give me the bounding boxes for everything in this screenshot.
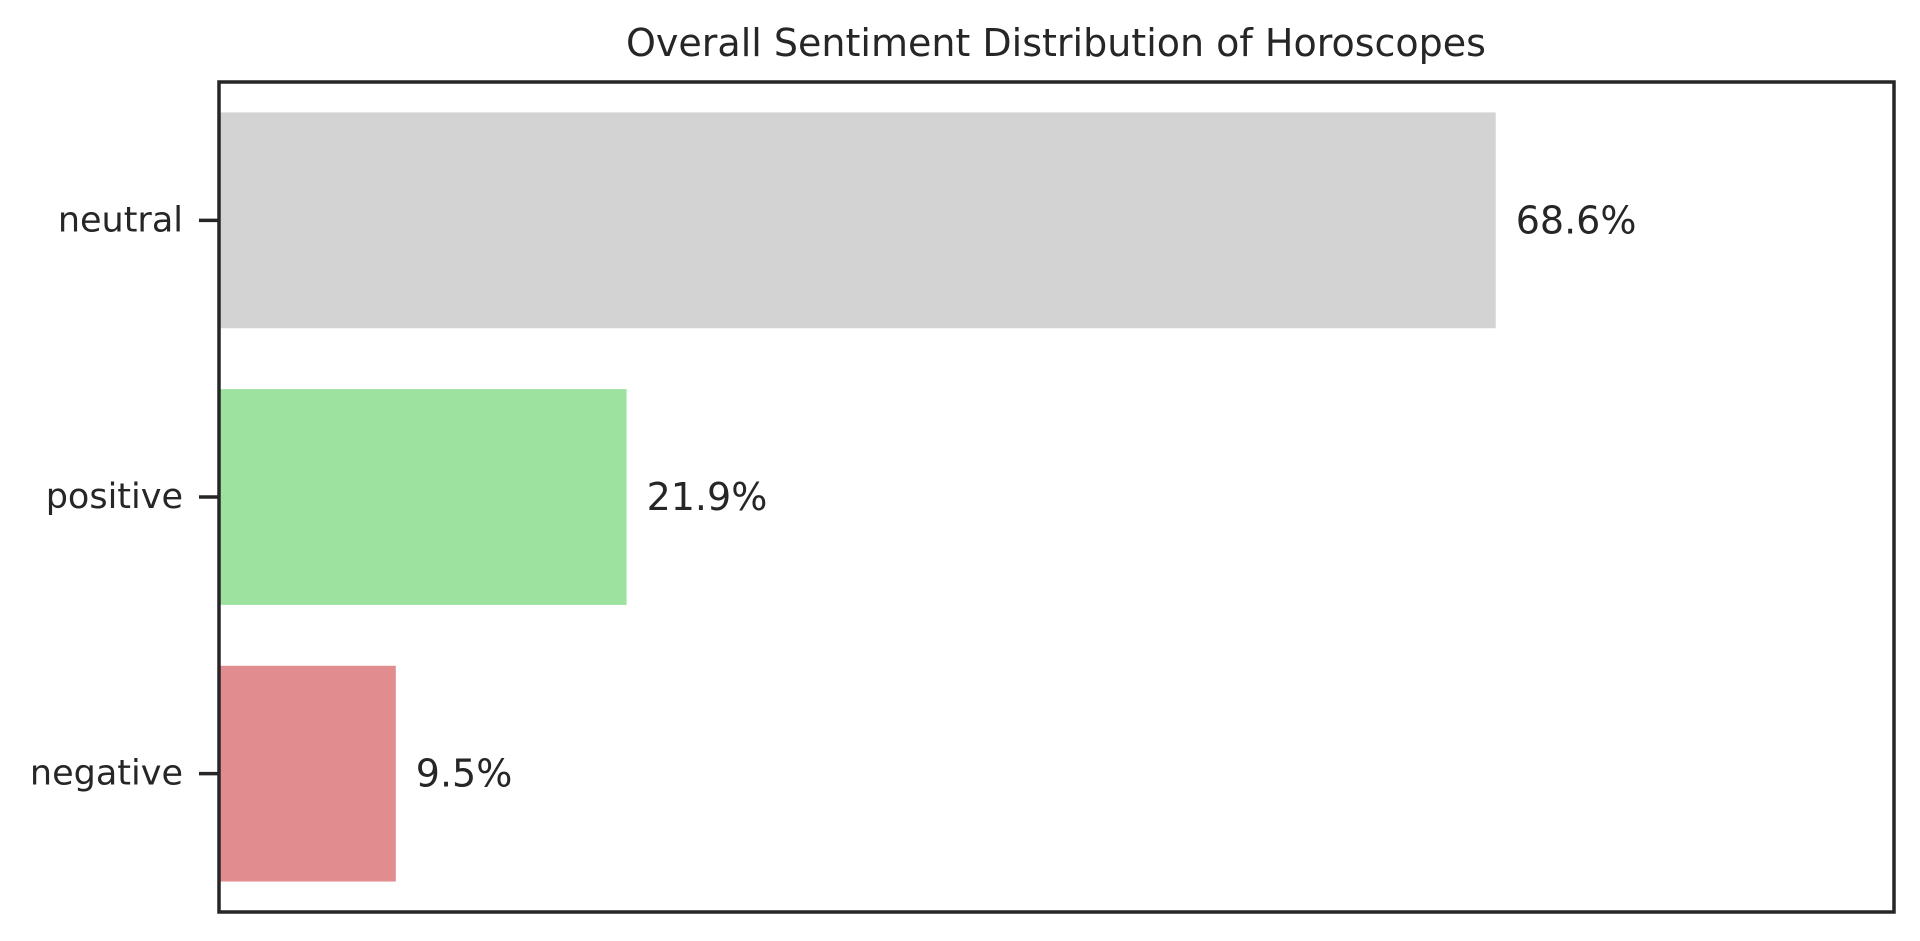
value-labels-layer: 68.6% 21.9% 9.5% [416, 198, 1637, 795]
plot-frame [217, 80, 1896, 914]
y-axis: neutral positive negative [30, 200, 219, 794]
bar-neutral [219, 112, 1496, 329]
value-label-positive: 21.9% [647, 475, 768, 519]
value-label-negative: 9.5% [416, 752, 513, 796]
bar-negative [219, 665, 396, 882]
value-label-neutral: 68.6% [1516, 198, 1637, 242]
y-tick-label-negative: negative [30, 754, 183, 794]
bars-layer [219, 112, 1496, 882]
y-tick-label-positive: positive [46, 477, 183, 517]
bar-positive [219, 389, 627, 605]
y-tick-label-neutral: neutral [58, 200, 183, 240]
chart-title: Overall Sentiment Distribution of Horosc… [626, 21, 1486, 65]
